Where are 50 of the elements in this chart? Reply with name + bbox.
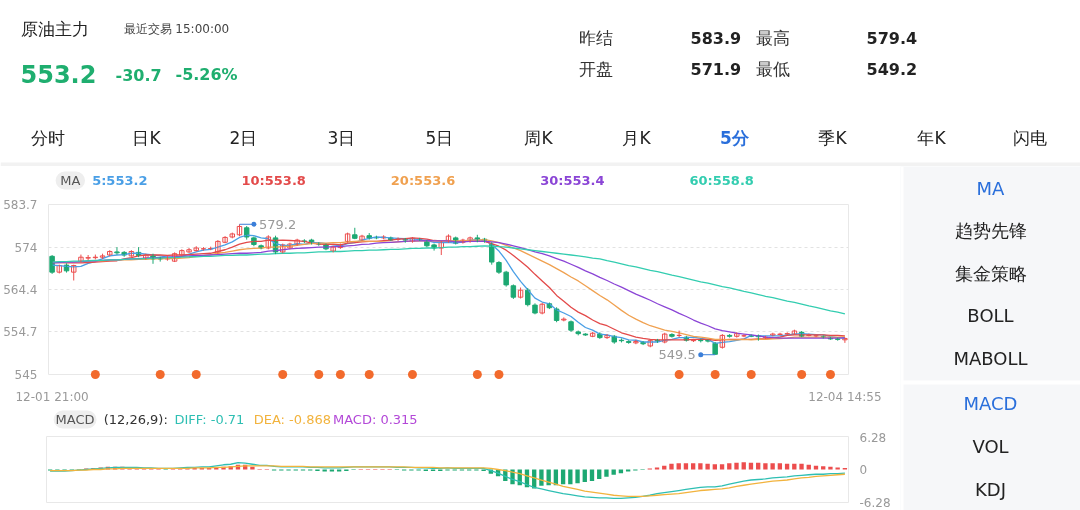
annotation: 579.2: [258, 216, 297, 232]
text: 原油主力: [20, 18, 89, 39]
text: 最近交易 15:00:00: [123, 21, 230, 36]
y-tick-label: 564.4: [3, 282, 38, 297]
annotation: 549.5: [658, 347, 696, 363]
text: 2日: [229, 127, 258, 148]
chart-title: MA: [60, 173, 81, 188]
text: 30:553.4: [540, 173, 605, 188]
text: 20:553.6: [390, 173, 456, 188]
text: 583.9: [690, 28, 742, 48]
text: BOLL: [967, 305, 1014, 326]
text: MABOLL: [953, 348, 1028, 369]
text: 10:553.8: [241, 173, 306, 188]
text: 开盘: [578, 58, 613, 79]
text: 趋势先锋: [954, 220, 1027, 241]
text: 549.2: [866, 59, 918, 79]
text: 60:558.8: [689, 173, 754, 188]
text: 年K: [917, 127, 947, 148]
text: -5.26%: [175, 65, 238, 84]
text: KDJ: [975, 479, 1006, 500]
text: 分时: [30, 127, 65, 148]
text: 571.9: [690, 59, 742, 79]
text: MA: [976, 178, 1006, 199]
text: 昨结: [578, 27, 613, 48]
y-tick-label: 6.28: [859, 430, 887, 445]
text: 季K: [818, 127, 848, 148]
x-tick-label: 12-01 21:00: [15, 389, 89, 404]
y-tick-label: 545: [14, 368, 38, 382]
text: 月K: [622, 127, 652, 148]
text: 553.2: [20, 60, 97, 89]
text: 最高: [755, 27, 790, 48]
text: -30.7: [115, 65, 162, 85]
y-tick-label: 574: [14, 240, 38, 255]
text: 闪电: [1012, 127, 1047, 148]
y-tick-label: -6.28: [859, 496, 891, 510]
text: 集金策略: [954, 263, 1027, 284]
text: 579.4: [866, 28, 918, 48]
text: 3日: [327, 127, 356, 148]
text: 最低: [755, 58, 790, 79]
x-tick-label: 12-04 14:55: [808, 389, 882, 404]
y-tick-label: 583.7: [3, 198, 38, 212]
y-tick-label: 0: [859, 463, 868, 477]
text: 5日: [425, 127, 454, 148]
text: 5分: [720, 127, 750, 148]
text: 周K: [524, 127, 554, 148]
text: MACD: [963, 393, 1018, 414]
text: 5:553.2: [92, 173, 148, 188]
text: 日K: [132, 127, 162, 148]
text: VOL: [972, 436, 1009, 457]
y-tick-label: 554.7: [3, 325, 38, 340]
